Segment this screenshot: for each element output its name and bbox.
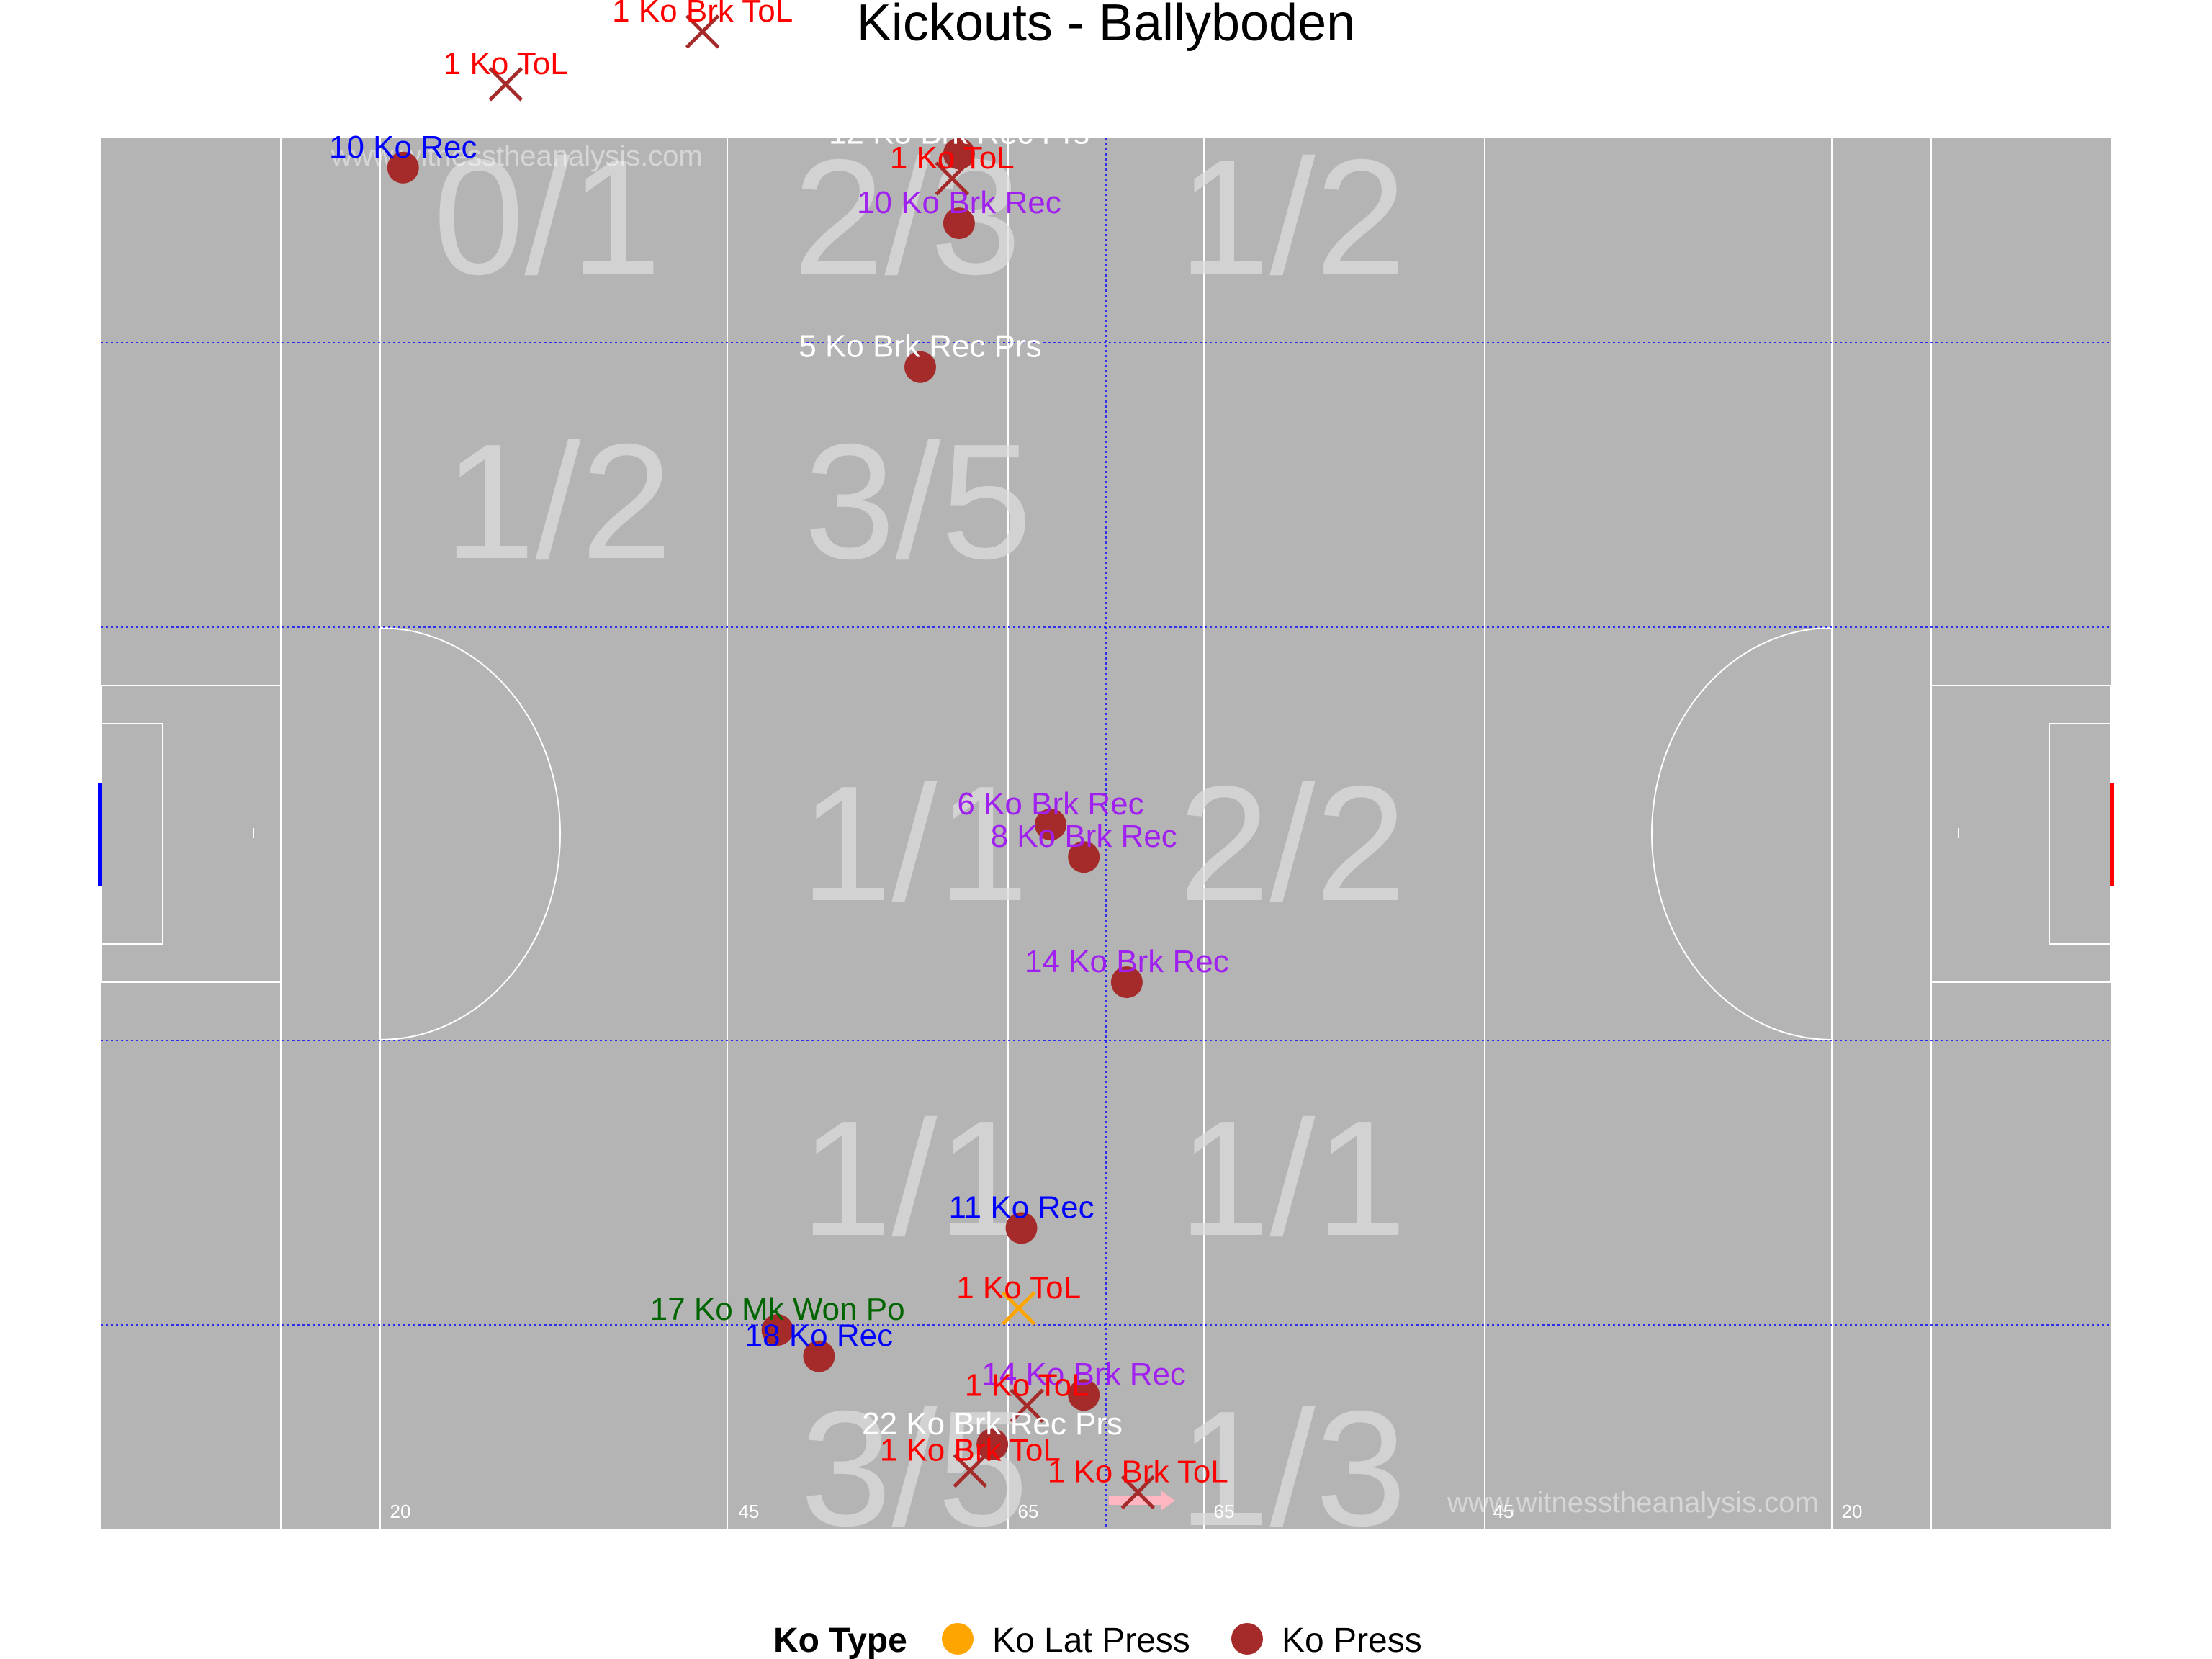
zone-lines [101,138,2111,1529]
legend: Ko Type Ko Lat Press Ko Press [773,1622,1422,1659]
event-cross [1010,1388,1045,1424]
event-cross [685,14,720,49]
event-label: 10 Ko Rec [329,130,477,165]
legend-title: Ko Type [773,1622,907,1659]
event-cross [1001,1291,1036,1326]
event-label: 12 Ko Brk Rec Prs [829,115,1089,150]
event-point [761,1314,793,1346]
left-goal [98,783,102,886]
kickout-arrow-head [1161,1491,1175,1511]
event-label: 1 Ko ToL [890,140,1015,176]
event-point [1068,1379,1100,1411]
zone-ratio: 1/3 [1179,1377,1407,1560]
event-label: 11 Ko Rec [948,1190,1094,1225]
tick-label: 65 [1214,1501,1235,1522]
zone-ratio: 1/2 [1179,126,1407,309]
zone-ratio: 1/2 [444,410,673,593]
tick-label: 20 [1842,1501,1863,1522]
event-point [943,207,975,240]
event-label: 10 Ko Brk Rec [857,185,1061,220]
event-label: 1 Ko Brk ToL [880,1432,1061,1467]
event-label: 1 Ko ToL [444,46,568,81]
zone-ratio: 1/1 [801,752,1029,935]
zone-ratio: 2/2 [1179,752,1407,935]
zone-ratio: 3/5 [801,1377,1029,1560]
zone-ratio: 2/3 [793,126,1022,309]
event-label: 6 Ko Brk Rec [957,786,1143,822]
event-point [1068,841,1100,873]
arc-right [1651,627,1833,1040]
event-label: 18 Ko Rec [745,1318,893,1354]
event-cross [953,1453,988,1488]
event-cross [488,67,523,102]
tick-label: 45 [739,1501,760,1522]
distance-ticks: 20 45 65 65 45 20 [390,1501,1863,1522]
event-label: 8 Ko Brk Rec [991,819,1177,854]
event-label: 1 Ko Brk ToL [1048,1454,1228,1489]
event-label: 5 Ko Brk Rec Prs [799,329,1041,364]
event-cross [1120,1475,1156,1510]
event-label: 22 Ko Brk Rec Prs [862,1406,1123,1442]
event-cross [935,161,970,196]
arc-left [379,627,561,1040]
pitch-lines [100,138,2112,1529]
legend-swatch-press [1231,1623,1263,1655]
zone-ratio: 0/1 [433,126,662,309]
pitch: 0/1 2/3 1/2 1/2 3/5 1/1 2/2 1/1 1/1 3/5 … [98,126,2114,1560]
event-point [1110,966,1143,999]
tick-label: 65 [1018,1501,1039,1522]
chart-title: Kickouts - Ballyboden [857,0,1355,52]
watermark-bottom: www.witnesstheanalysis.com [1447,1487,1819,1519]
event-label: 17 Ko Mk Won Po [650,1292,905,1327]
event-point [976,1428,1009,1460]
legend-label-press: Ko Press [1282,1622,1422,1659]
event-label: 14 Ko Brk Rec [1025,944,1229,979]
event-label: 14 Ko Brk Rec [981,1357,1186,1392]
legend-swatch-lat-press [942,1623,974,1655]
zone-ratio: 3/5 [804,410,1033,593]
tick-label: 20 [390,1501,411,1522]
zone-ratio: 1/1 [1179,1087,1407,1270]
event-label: 1 Ko ToL [956,1270,1081,1305]
event-label: 1 Ko ToL [965,1367,1089,1403]
legend-label-lat-press: Ko Lat Press [992,1622,1190,1659]
tick-label: 45 [1493,1501,1514,1522]
zone-ratio: 1/1 [801,1087,1029,1270]
right-goal [2110,783,2114,886]
event-point [904,351,936,383]
zone-ratios: 0/1 2/3 1/2 1/2 3/5 1/1 2/2 1/1 1/1 3/5 … [433,126,1407,1560]
event-point [803,1340,835,1372]
event-label: 1 Ko Brk ToL [612,0,793,29]
event-point [1005,1212,1038,1244]
event-point [387,151,419,184]
event-point [1034,809,1066,841]
